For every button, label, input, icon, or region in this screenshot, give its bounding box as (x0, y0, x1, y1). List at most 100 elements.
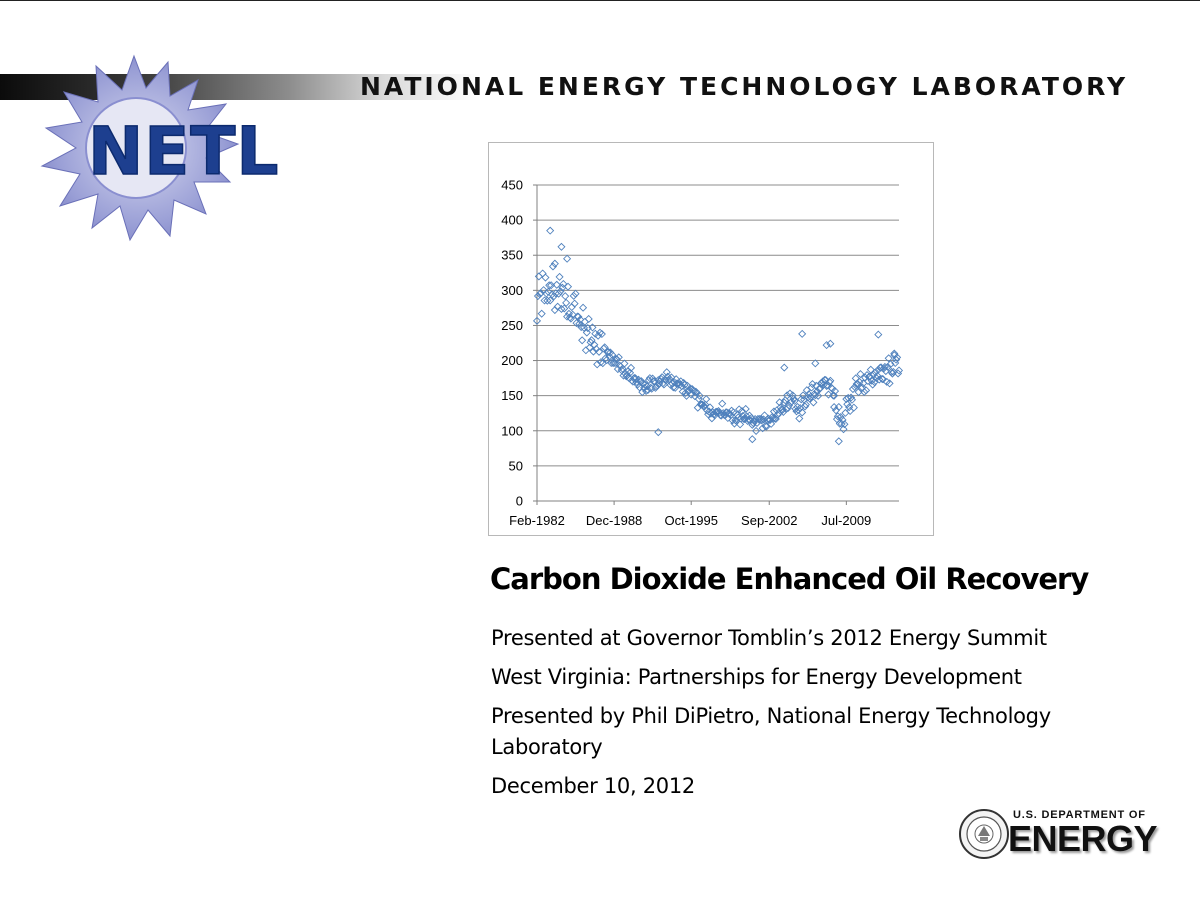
data-point (571, 289, 580, 298)
data-point (784, 403, 793, 413)
data-point (781, 396, 790, 405)
data-point (552, 280, 561, 289)
y-tick-label: 50 (509, 458, 523, 473)
data-point (584, 314, 593, 324)
data-point (560, 304, 569, 313)
data-point (597, 329, 606, 339)
data-point (836, 413, 845, 422)
data-point (865, 372, 874, 381)
data-point (543, 296, 552, 305)
data-point (779, 407, 788, 416)
data-point (533, 292, 542, 301)
data-point (541, 273, 550, 282)
data-point (862, 386, 871, 395)
data-point (752, 426, 761, 435)
header-banner (0, 74, 1200, 100)
data-point (643, 385, 652, 395)
chart-container: 0 50 100 150 200 250 300 350 400 450 Feb-1982 Dec-1… (488, 142, 934, 536)
data-point (559, 279, 568, 289)
data-point (737, 407, 747, 416)
data-point (850, 382, 859, 391)
netl-logo-text: NETL (88, 113, 279, 190)
data-point (739, 414, 748, 424)
data-point (758, 424, 767, 433)
data-point (685, 386, 694, 395)
data-point (544, 287, 553, 296)
data-point (620, 359, 629, 368)
data-point (877, 363, 886, 372)
y-tick-label: 150 (501, 388, 523, 403)
data-point (619, 371, 628, 380)
data-point (883, 362, 892, 371)
netl-logo: NETL (40, 54, 279, 242)
data-point (852, 379, 861, 389)
data-point (729, 408, 738, 417)
data-point (569, 291, 578, 300)
y-tick-label: 100 (501, 423, 523, 438)
data-point-outlier (826, 339, 835, 348)
data-point (581, 346, 590, 355)
data-point (868, 380, 877, 389)
x-tick-label: Dec-1988 (586, 513, 642, 528)
date-line: December 10, 2012 (491, 774, 695, 798)
data-point (632, 377, 641, 387)
data-point (575, 319, 584, 328)
data-point (844, 393, 853, 402)
data-point (537, 309, 546, 318)
data-point (585, 343, 594, 352)
data-point-outlier (834, 437, 843, 446)
data-point (813, 387, 822, 396)
data-point (875, 375, 884, 384)
netl-inner-circle-icon (85, 97, 187, 199)
data-point-outlier (811, 359, 820, 368)
data-point (733, 410, 742, 419)
data-point (820, 375, 829, 384)
y-tick-label: 400 (501, 213, 523, 228)
data-point (778, 405, 787, 414)
y-tick-label: 200 (501, 353, 523, 368)
doe-department-label: U.S. DEPARTMENT OF (1013, 809, 1146, 821)
data-point (546, 296, 555, 305)
y-tick-label: 300 (501, 283, 523, 298)
data-point (808, 380, 817, 389)
data-point (601, 354, 610, 363)
data-point (847, 393, 856, 402)
data-point (826, 376, 835, 385)
data-point (594, 331, 603, 340)
data-point (536, 289, 545, 298)
data-point-outlier (748, 435, 757, 444)
data-point-outlier (822, 341, 831, 350)
data-point (717, 411, 726, 420)
data-point (662, 368, 671, 377)
data-point-outlier (654, 428, 663, 437)
data-point (563, 282, 573, 291)
data-point (596, 358, 605, 367)
top-border-line (0, 0, 1200, 1)
data-point-outlier (563, 254, 572, 263)
data-point (568, 310, 577, 319)
data-point (884, 354, 893, 363)
data-point (604, 347, 613, 357)
data-point (880, 362, 889, 371)
data-point (579, 303, 588, 312)
lab-name-heading: NATIONAL ENERGY TECHNOLOGY LABORATORY (360, 72, 1129, 101)
data-point (701, 400, 710, 409)
data-point (718, 399, 727, 408)
data-point (554, 289, 563, 298)
data-point (576, 315, 585, 324)
data-point (873, 371, 882, 380)
data-point (815, 384, 825, 393)
data-point (590, 340, 599, 349)
data-point (790, 396, 799, 405)
data-point (856, 370, 865, 379)
data-point (878, 374, 887, 383)
data-point (679, 378, 688, 387)
data-point (538, 269, 547, 278)
data-point (577, 322, 586, 332)
data-point (703, 406, 712, 415)
data-point (794, 406, 803, 415)
data-point-outlier (798, 329, 807, 338)
y-tick-label: 450 (501, 178, 523, 193)
data-point (886, 360, 895, 369)
data-point (831, 406, 841, 415)
